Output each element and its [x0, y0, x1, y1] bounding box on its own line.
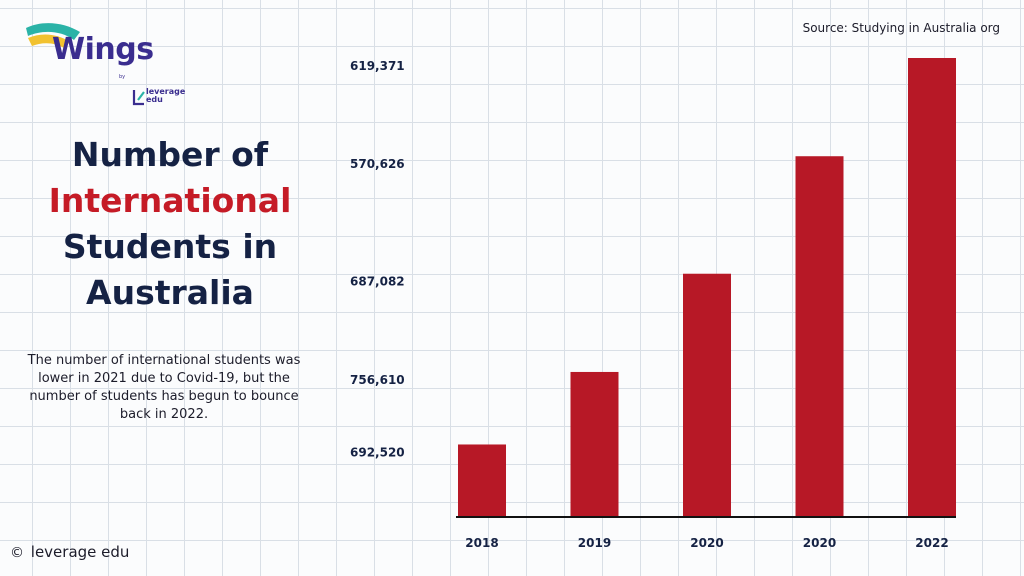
title-line-3: Students in: [62, 227, 278, 266]
logo-brand-line2: edu: [146, 95, 163, 104]
page-title: Number of International Students in Aust…: [20, 132, 320, 316]
x-tick-label-0: 2018: [465, 536, 498, 550]
wings-logo: Wings by leverage edu: [24, 18, 185, 106]
logo-by: by: [119, 74, 126, 80]
logo-brand-text: leverage edu: [146, 88, 206, 104]
value-label-1: 756,610: [350, 373, 405, 387]
copyright-icon: ©: [10, 545, 24, 561]
footer-brand: © leverage edu: [10, 543, 129, 561]
title-line-4: Australia: [86, 273, 254, 312]
logo-wordmark: Wings: [52, 32, 154, 67]
x-tick-label-3: 2020: [803, 536, 836, 550]
bar-0: [458, 444, 506, 517]
x-tick-label-4: 2022: [915, 536, 948, 550]
footer-brand-text: leverage edu: [30, 543, 130, 561]
description-text: The number of international students was…: [27, 353, 301, 422]
bar-3: [795, 156, 844, 517]
bar-2: [683, 273, 731, 517]
leverage-edu-mark-icon: [132, 90, 145, 106]
source-note: Source: Studying in Australia org: [802, 21, 1000, 35]
x-tick-label-1: 2019: [578, 536, 611, 550]
bar-4: [908, 58, 956, 517]
logo-swoosh-icon: [26, 23, 80, 48]
value-label-3: 570,626: [350, 157, 405, 171]
title-highlight: International: [48, 181, 292, 220]
value-label-4: 619,371: [350, 59, 405, 73]
title-line-1: Number of: [71, 135, 269, 174]
value-label-2: 687,082: [350, 275, 405, 289]
logo-brand-line1: leverage: [146, 87, 186, 96]
value-label-0: 692,520: [350, 445, 405, 459]
x-tick-label-2: 2020: [690, 536, 723, 550]
bar-1: [570, 371, 619, 517]
